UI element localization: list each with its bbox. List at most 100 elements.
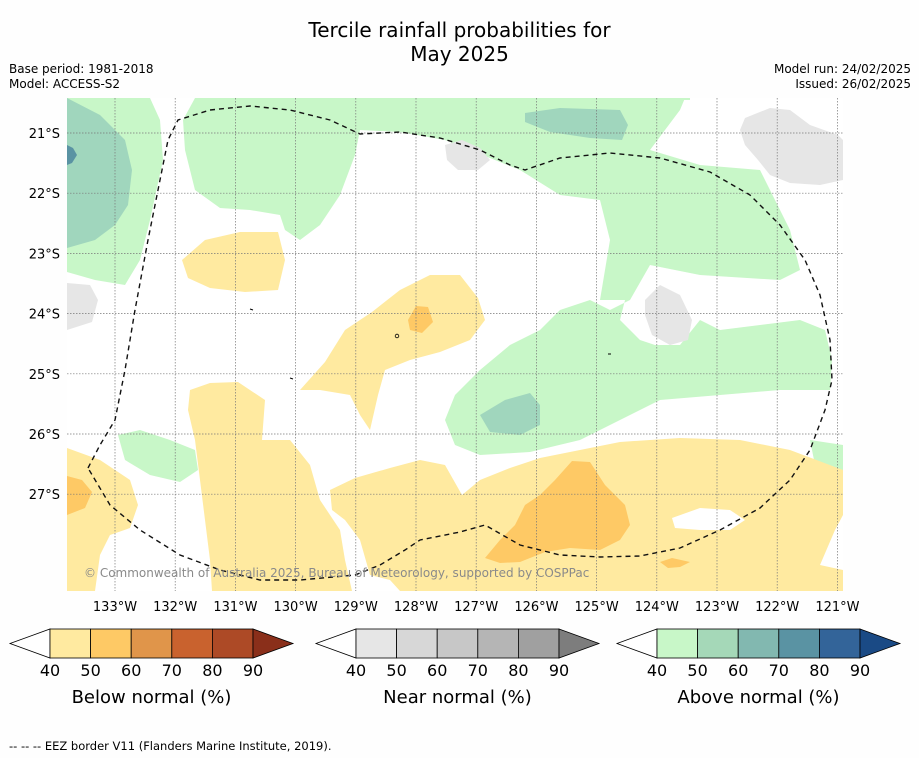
- eez-border: [87, 105, 833, 581]
- legend-tick: 40: [647, 661, 667, 680]
- meta-right: Model run: 24/02/2025 Issued: 26/02/2025: [774, 62, 911, 92]
- legend-label: Near normal (%): [383, 687, 532, 708]
- near-normal-region: [445, 140, 490, 170]
- island-marker: [289, 377, 294, 380]
- copyright-text: © Commonwealth of Australia 2025, Bureau…: [84, 566, 589, 580]
- title-line-1: Tercile rainfall probabilities for: [308, 18, 611, 42]
- legend-swatch: [171, 628, 213, 659]
- map-title: Tercile rainfall probabilities for May 2…: [0, 18, 919, 66]
- legend-max-arrow: [859, 628, 902, 659]
- above-normal-region: [195, 98, 690, 100]
- legend-tick: 70: [468, 661, 488, 680]
- legend-label: Below normal (%): [72, 687, 232, 708]
- legend-tick: 90: [850, 661, 870, 680]
- legend-swatch: [477, 628, 519, 659]
- legend-min-arrow: [615, 628, 658, 659]
- legend-label: Above normal (%): [677, 687, 839, 708]
- latitude-labels: 21°S 22°S 23°S 24°S 25°S 26°S 27°S: [29, 127, 60, 503]
- legend-min-arrow: [8, 628, 51, 659]
- legend-swatch: [130, 628, 173, 659]
- longitude-label: 129°W: [334, 600, 378, 615]
- legend-colorbar: 40 50 60 70 80 90 Below normal (%): [8, 628, 295, 708]
- above-normal-region: [183, 98, 832, 455]
- legend-swatch: [778, 628, 820, 659]
- legend-tick: 80: [809, 661, 829, 680]
- latitude-label: 26°S: [29, 428, 60, 443]
- legend-max-arrow: [252, 628, 295, 659]
- legend-tick: 60: [728, 661, 748, 680]
- legend-swatch: [697, 628, 739, 659]
- legend-tick: 70: [769, 661, 789, 680]
- below-normal-region: [300, 275, 485, 430]
- legend-swatch: [436, 628, 479, 659]
- legend-swatch: [737, 628, 780, 659]
- below-normal-region: [67, 476, 92, 515]
- legend-swatch: [396, 628, 438, 659]
- legend-tick: 90: [549, 661, 569, 680]
- legend-tick: 50: [80, 661, 100, 680]
- above-normal-region: [480, 393, 540, 435]
- above-normal-region: [67, 98, 132, 248]
- legend-tick: 60: [121, 661, 141, 680]
- below-normal-region: [485, 461, 630, 563]
- longitude-label: 121°W: [815, 600, 859, 615]
- longitude-label: 130°W: [274, 600, 318, 615]
- longitude-label: 124°W: [635, 600, 679, 615]
- island-marker: [394, 333, 400, 339]
- legend-tick: 80: [202, 661, 222, 680]
- longitude-label: 127°W: [454, 600, 498, 615]
- legend-tick: 80: [508, 661, 528, 680]
- legend-tick: 50: [386, 661, 406, 680]
- near-normal-region: [740, 108, 843, 185]
- model-run: Model run: 24/02/2025: [773, 62, 911, 76]
- graticule: [67, 98, 843, 591]
- legend-swatch: [211, 628, 254, 659]
- legend-tick: 40: [40, 661, 60, 680]
- longitude-label: 125°W: [575, 600, 619, 615]
- legend-max-arrow: [558, 628, 601, 659]
- probability-field: [67, 98, 843, 591]
- legend-tick: 50: [687, 661, 707, 680]
- above-normal-region: [67, 145, 77, 165]
- legend-tick: 60: [427, 661, 447, 680]
- legend-swatch: [355, 628, 397, 659]
- legends: 40 50 60 70 80 90 Below normal (%) 40 50 60 70 80 90…: [8, 628, 902, 708]
- legend-tick: 90: [243, 661, 263, 680]
- below-normal-region: [660, 558, 690, 568]
- base-period: Base period: 1981-2018: [9, 62, 154, 76]
- longitude-label: 128°W: [394, 600, 438, 615]
- longitude-label: 132°W: [153, 600, 197, 615]
- latitude-label: 22°S: [29, 187, 60, 202]
- below-normal-region: [182, 232, 285, 292]
- above-normal-region: [118, 430, 198, 482]
- longitude-label: 123°W: [695, 600, 739, 615]
- issued-date: Issued: 26/02/2025: [795, 77, 911, 91]
- below-normal-region: [408, 306, 433, 333]
- legend-swatch: [656, 628, 698, 659]
- longitude-label: 126°W: [514, 600, 558, 615]
- legend-swatch: [518, 628, 560, 659]
- island-marker: [249, 308, 254, 311]
- legend-swatch: [819, 628, 861, 659]
- latitude-label: 27°S: [29, 488, 60, 503]
- latitude-label: 21°S: [29, 127, 60, 142]
- legend-colorbar: 40 50 60 70 80 90 Near normal (%): [314, 628, 601, 708]
- footer-note: -- -- -- EEZ border V11 (Flanders Marine…: [9, 739, 332, 753]
- above-normal-region: [525, 108, 628, 140]
- longitude-label: 131°W: [213, 600, 257, 615]
- below-normal-region: [672, 508, 745, 530]
- latitude-label: 24°S: [29, 308, 60, 323]
- near-normal-region: [67, 283, 98, 330]
- meta-left: Base period: 1981-2018 Model: ACCESS-S2: [9, 62, 154, 92]
- longitude-label: 133°W: [93, 600, 137, 615]
- latitude-label: 23°S: [29, 247, 60, 262]
- model-name: Model: ACCESS-S2: [9, 77, 121, 91]
- longitude-label: 122°W: [755, 600, 799, 615]
- latitude-label: 25°S: [29, 368, 60, 383]
- longitude-labels: 133°W 132°W 131°W 130°W 129°W 128°W 127°W 126°W…: [93, 600, 860, 615]
- title-line-2: May 2025: [410, 42, 509, 66]
- legend-swatch: [90, 628, 132, 659]
- legend-min-arrow: [314, 628, 357, 659]
- legend-tick: 70: [162, 661, 182, 680]
